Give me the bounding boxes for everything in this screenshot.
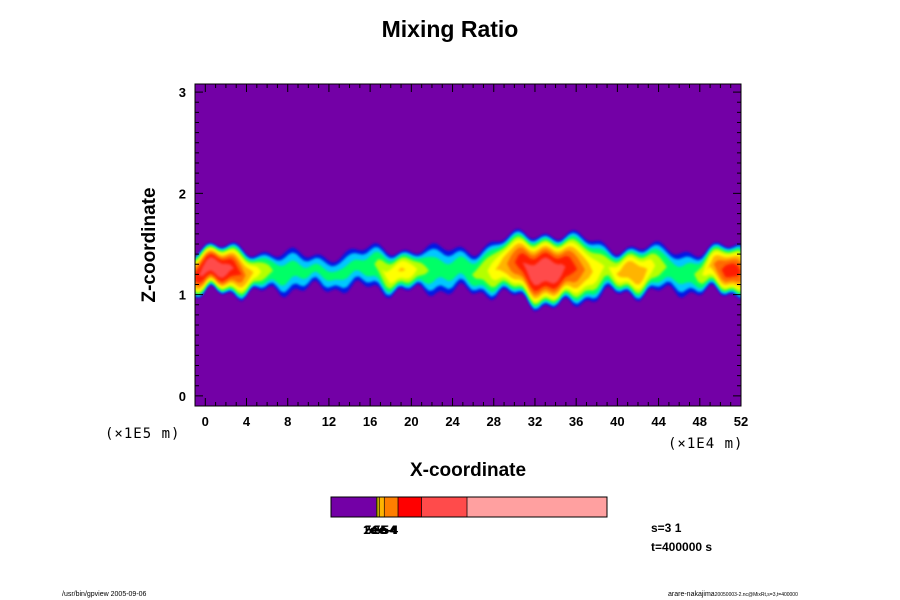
plot-frame	[194, 83, 742, 407]
y-axis-ticks	[195, 91, 741, 397]
colorbar-label: 2e-4	[373, 523, 398, 537]
x-axis-ticks	[204, 84, 742, 406]
colorbar-segment	[397, 496, 422, 518]
chart-title: Mixing Ratio	[381, 16, 519, 42]
footer-right-main: arare-nakajima	[668, 591, 715, 598]
footer-right-small: 20050003-2.nc@MixRt,s=3,t=400000	[714, 592, 798, 598]
x-axis-unit: (×1E4 m)	[668, 436, 744, 452]
x-tick-label: 40	[610, 414, 624, 429]
colorbar-segment	[330, 496, 377, 518]
y-axis-label: Z-coordinate	[139, 187, 160, 303]
s-value: s=3 1	[651, 521, 682, 535]
x-axis-label: X-coordinate	[409, 460, 527, 481]
colorbar	[330, 496, 608, 518]
x-tick-label: 36	[569, 414, 583, 429]
field-level-6	[195, 243, 741, 299]
x-tick-label: 16	[363, 414, 377, 429]
x-axis-tick-labels: 0 4 8 12 16 20 24 28 32 36 40 44 48 52	[202, 414, 749, 429]
colorbar-segment	[378, 496, 385, 518]
colorbar-segment	[466, 496, 608, 518]
x-tick-label: 48	[693, 414, 707, 429]
t-value: t=400000 s	[651, 540, 713, 554]
x-tick-label: 8	[284, 414, 291, 429]
x-tick-label: 28	[487, 414, 501, 429]
plot-background	[195, 84, 741, 406]
x-tick-label: 52	[734, 414, 748, 429]
y-axis-tick-labels: 0 1 2 3	[179, 85, 186, 404]
y-tick-label: 1	[179, 288, 186, 303]
x-tick-label: 20	[404, 414, 418, 429]
colorbar-label: 5e-4	[374, 523, 399, 537]
y-axis-unit: (×1E5 m)	[105, 426, 181, 442]
colorbar-segment	[421, 496, 468, 518]
x-tick-label: 24	[445, 414, 460, 429]
x-tick-label: 44	[651, 414, 666, 429]
colorbar-label: 1e-4	[372, 523, 397, 537]
mixing-ratio-field	[195, 228, 741, 312]
x-tick-label: 0	[202, 414, 209, 429]
x-tick-label: 32	[528, 414, 542, 429]
colorbar-label: 2e-5	[364, 523, 389, 537]
footer-right: arare-nakajima20050003-2.nc@MixRt,s=3,t=…	[668, 591, 798, 598]
colorbar-label: 1e-5	[363, 523, 388, 537]
y-tick-label: 3	[179, 85, 186, 100]
y-tick-label: 0	[179, 389, 186, 404]
colorbar-segment	[383, 496, 399, 518]
x-tick-label: 4	[243, 414, 251, 429]
colorbar-frame	[330, 496, 608, 518]
x-tick-label: 12	[322, 414, 336, 429]
y-tick-label: 2	[179, 186, 186, 201]
field-level-3	[195, 233, 741, 307]
colorbar-label: 5e-5	[365, 523, 390, 537]
footer-left: /usr/bin/gpview 2005-09-06	[62, 591, 147, 598]
